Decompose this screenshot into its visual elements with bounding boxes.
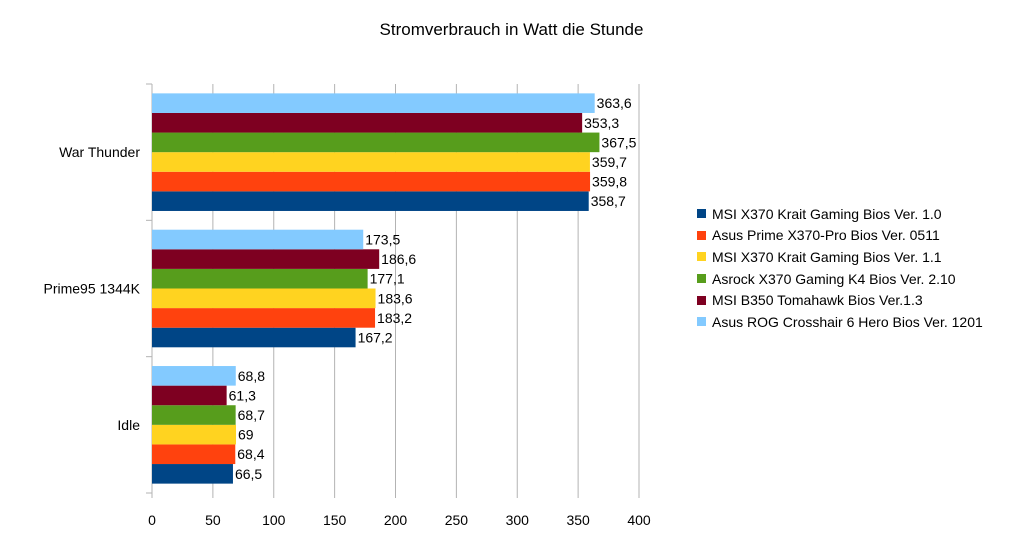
bar [152, 132, 600, 153]
data-label: 183,6 [378, 290, 413, 306]
bar [152, 464, 233, 484]
data-label: 66,5 [235, 466, 262, 482]
legend-item: MSI X370 Krait Gaming Bios Ver. 1.1 [697, 246, 983, 268]
data-label: 183,2 [377, 310, 412, 326]
data-label: 69 [238, 427, 254, 443]
bar [152, 288, 376, 309]
data-label: 68,8 [238, 368, 265, 384]
data-label: 173,5 [365, 232, 400, 248]
legend-label: MSI X370 Krait Gaming Bios Ver. 1.1 [712, 248, 942, 265]
legend-swatch [697, 295, 706, 305]
x-tick-label: 200 [384, 512, 408, 528]
legend-swatch [697, 317, 706, 327]
data-label: 61,3 [229, 387, 256, 403]
x-tick-label: 150 [323, 512, 347, 528]
legend-item: Asus ROG Crosshair 6 Hero Bios Ver. 1201 [697, 311, 983, 333]
x-tick-label: 400 [627, 512, 651, 528]
data-label: 367,5 [601, 134, 636, 150]
bar [152, 191, 589, 211]
bar [152, 112, 583, 133]
data-label: 353,3 [584, 115, 619, 131]
legend-item: Asrock X370 Gaming K4 Bios Ver. 2.10 [697, 268, 983, 290]
data-label: 68,7 [238, 407, 265, 423]
bar [152, 308, 376, 328]
legend-swatch [697, 209, 706, 219]
x-tick-label: 350 [566, 512, 590, 528]
legend-label: Asus ROG Crosshair 6 Hero Bios Ver. 1201 [712, 313, 983, 330]
x-tick-label: 300 [506, 512, 530, 528]
bar [152, 424, 237, 445]
category-label: Prime95 1344K [43, 281, 140, 297]
data-label: 363,6 [597, 95, 632, 111]
legend-item: Asus Prime X370-Pro Bios Ver. 0511 [697, 225, 983, 247]
legend-item: MSI X370 Krait Gaming Bios Ver. 1.0 [697, 203, 983, 225]
data-label: 358,7 [591, 193, 626, 209]
chart-title: Stromverbrauch in Watt die Stunde [379, 20, 644, 39]
legend-label: Asus Prime X370-Pro Bios Ver. 0511 [712, 227, 940, 244]
bar [152, 152, 590, 172]
data-label: 186,6 [381, 251, 416, 267]
legend-label: Asrock X370 Gaming K4 Bios Ver. 2.10 [712, 270, 956, 287]
bar [152, 366, 236, 386]
bar [152, 93, 595, 113]
data-label: 68,4 [237, 446, 264, 462]
x-tick-label: 100 [262, 512, 286, 528]
data-label: 177,1 [370, 271, 405, 287]
data-label: 167,2 [358, 330, 393, 346]
data-label: 359,7 [592, 154, 627, 170]
bar [152, 268, 368, 289]
bar [152, 444, 236, 465]
legend-swatch [697, 274, 706, 284]
legend-label: MSI B350 Tomahawk Bios Ver.1.3 [712, 292, 923, 309]
legend-swatch [697, 230, 706, 240]
bar [152, 249, 380, 269]
bar [152, 229, 364, 250]
x-tick-label: 50 [205, 512, 221, 528]
category-label: War Thunder [59, 144, 140, 160]
legend-label: MSI X370 Krait Gaming Bios Ver. 1.0 [712, 205, 942, 222]
x-tick-label: 250 [445, 512, 469, 528]
category-label: Idle [117, 417, 140, 433]
bar [152, 171, 591, 192]
bar [152, 405, 236, 425]
data-label: 359,8 [592, 174, 627, 190]
legend-swatch [697, 252, 706, 262]
legend-item: MSI B350 Tomahawk Bios Ver.1.3 [697, 289, 983, 311]
bar [152, 385, 227, 406]
legend: MSI X370 Krait Gaming Bios Ver. 1.0 Asus … [697, 203, 983, 333]
bar [152, 327, 356, 348]
x-tick-label: 0 [148, 512, 156, 528]
